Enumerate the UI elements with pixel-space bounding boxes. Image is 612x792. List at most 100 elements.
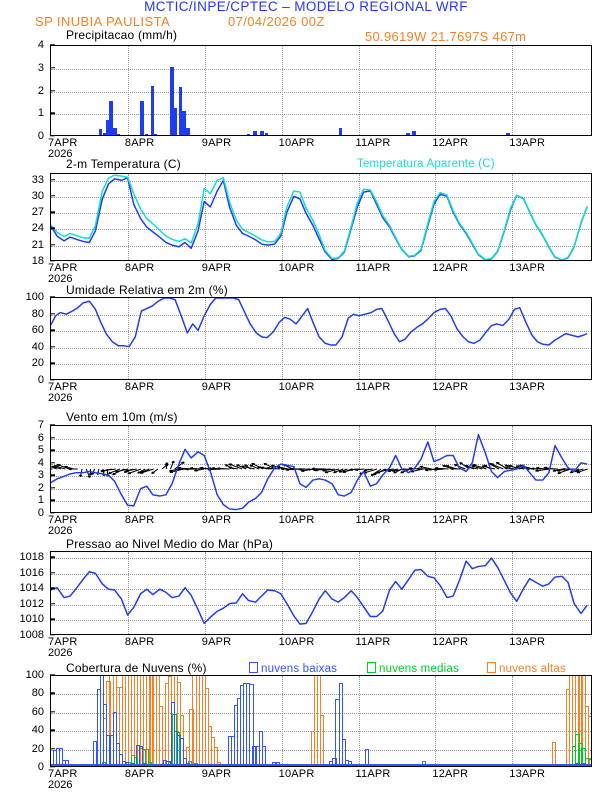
gridline-v [204, 174, 206, 260]
ytick-mark [50, 449, 55, 451]
precip-bar [260, 130, 264, 135]
plot-area-humidity [50, 297, 592, 380]
ytick-label: 6 [37, 431, 44, 444]
ytick-mark [50, 424, 55, 426]
gridline-v [281, 298, 283, 379]
legend-nuvens-altas: nuvens altas [487, 662, 566, 675]
series-Umidade-Relativa-em-2m-(%) [51, 298, 588, 348]
station-name: SP INUBIA PAULISTA [35, 14, 171, 29]
xtick-label: 12APR [432, 514, 469, 526]
cloud-bar-baixas [183, 757, 188, 766]
xtick-label: 8APR [124, 137, 155, 149]
ytick-label: 0 [37, 374, 44, 386]
ytick-label: 1014 [19, 582, 44, 595]
ytick-mark [50, 227, 55, 230]
cloud-bar-altas [213, 746, 219, 766]
ytick-mark [50, 312, 55, 315]
ytick-mark [50, 67, 55, 69]
xtick-label: 9APR [201, 768, 232, 780]
gridline-v [358, 552, 360, 634]
cloud-bar-medias [587, 758, 591, 766]
gridline-v [435, 46, 437, 135]
cloud-bar-baixas [341, 739, 346, 766]
ytick-mark [50, 462, 55, 464]
gridline-v [127, 426, 129, 512]
precip-bar [150, 86, 155, 135]
plot-inner-humidity [51, 298, 591, 379]
ytick-mark [50, 135, 55, 137]
ytick-label: 24 [31, 222, 44, 235]
precip-bar [506, 133, 510, 135]
ytick-label: 33 [31, 173, 44, 186]
xtick-label: 9APR [201, 514, 232, 526]
xtick-label: 12APR [432, 262, 469, 274]
precip-bar [98, 128, 103, 135]
ytick-mark [50, 346, 55, 348]
precip-bar [178, 87, 182, 135]
ytick-label: 3 [37, 469, 44, 482]
cloud-bar-medias [581, 747, 586, 766]
xtick-label: 12APR [432, 636, 469, 648]
gridline-h [51, 180, 591, 182]
xtick-label: 7APR [48, 636, 78, 648]
gridline-v [435, 298, 437, 379]
ytick-mark [50, 474, 55, 476]
legend-swatch-2 [487, 662, 496, 673]
legend-label: nuvens altas [499, 663, 566, 675]
gridline-v [281, 174, 283, 260]
ytick-label: 100 [25, 291, 44, 303]
ytick-label: 0 [37, 761, 44, 773]
gridline-h [51, 364, 591, 366]
ytick-mark [50, 747, 55, 750]
ytick-label: 3 [37, 61, 44, 74]
ytick-mark [50, 296, 55, 298]
cloud-bar-baixas [166, 761, 171, 766]
gridline-h [51, 229, 591, 231]
xtick-label: 8APR [124, 636, 155, 648]
gridline-h [51, 213, 591, 215]
gridline-h [51, 438, 591, 440]
gridline-h [51, 331, 591, 333]
cloud-baseline [51, 764, 591, 766]
ytick-mark [50, 572, 55, 574]
model-title: MCTIC/INPE/CPTEC – MODELO REGIONAL WRF [144, 0, 468, 14]
plot-inner-wind [51, 426, 591, 512]
gridline-v [127, 46, 129, 135]
xtick-label: 12APR [432, 137, 469, 149]
cloud-bar-altas [320, 715, 325, 766]
xaxis-year-label: 2026 [48, 392, 73, 404]
precip-bar [154, 133, 158, 135]
xtick-label: 7APR [48, 137, 78, 149]
gridline-h [51, 573, 591, 575]
ytick-label: 30 [31, 189, 44, 202]
legend-label: nuvens baixas [261, 663, 338, 675]
ytick-mark [50, 634, 55, 636]
cloud-bar-baixas [364, 749, 369, 766]
ytick-label: 0 [37, 507, 44, 519]
legend-nuvens-medias: nuvens medias [367, 662, 459, 675]
gridline-h [51, 604, 591, 606]
xtick-label: 12APR [432, 768, 469, 780]
ytick-mark [50, 178, 55, 181]
ytick-label: 20 [31, 742, 44, 755]
plot-area-wind [50, 425, 592, 513]
ytick-mark [50, 379, 55, 381]
xtick-label: 9APR [201, 381, 232, 393]
precip-bar [264, 133, 269, 135]
precip-bar [174, 108, 178, 135]
ytick-mark [50, 436, 55, 439]
gridline-v [204, 46, 206, 135]
gridline-h [51, 314, 591, 316]
precip-bar [412, 131, 416, 135]
plot-area-cloud_cover [50, 675, 592, 767]
ytick-label: 1010 [19, 613, 44, 626]
legend-swatch-0 [249, 662, 258, 673]
precip-bar [170, 67, 174, 135]
ytick-label: 1018 [19, 551, 44, 564]
cloud-bar-baixas [93, 741, 98, 766]
gridline-v [512, 46, 514, 135]
xtick-label: 13APR [509, 768, 546, 780]
xtick-label: 8APR [124, 262, 155, 274]
ytick-mark [50, 244, 55, 246]
